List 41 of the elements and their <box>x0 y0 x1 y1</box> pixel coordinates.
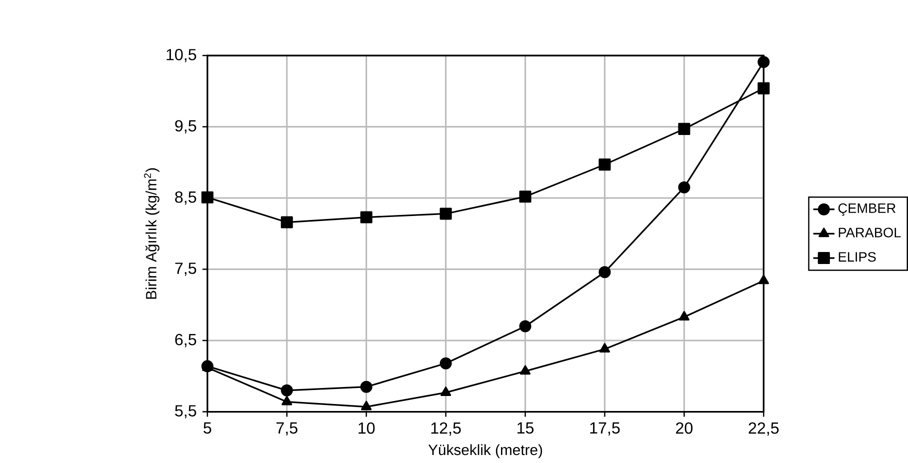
point <box>599 342 610 352</box>
legend-label: ELIPS <box>838 252 876 262</box>
point <box>598 266 611 278</box>
x-tick-label: 7,5 <box>276 422 298 436</box>
x-tick-label: 22,5 <box>748 422 779 436</box>
point <box>519 190 532 202</box>
x-tick-label: 10 <box>358 422 375 434</box>
legend-label: ÇEMBER <box>838 203 896 216</box>
point <box>440 207 452 220</box>
point <box>598 158 611 170</box>
x-tick-label: 17,5 <box>590 422 620 436</box>
y-tick-label: 7,5 <box>175 262 196 276</box>
point <box>361 400 372 410</box>
point <box>440 386 452 396</box>
y-tick-label: 10,5 <box>166 48 196 62</box>
point <box>678 122 690 135</box>
y-axis-title: Birim Ağırlık (kg/m$^{2}$) <box>144 168 160 299</box>
point <box>678 310 690 320</box>
y-tick-label: 8,5 <box>175 191 196 204</box>
point <box>280 216 293 228</box>
point <box>280 384 293 396</box>
x-axis-title: Yükseklik (metre) <box>428 444 542 458</box>
y-tick-label: 6,5 <box>175 334 196 347</box>
y-tick-label: 9,5 <box>175 120 196 134</box>
point <box>201 191 214 204</box>
point <box>360 380 372 393</box>
point <box>520 364 531 374</box>
y-tick-label: 5,5 <box>175 405 196 418</box>
legend-label: PARABOL <box>838 228 901 238</box>
point <box>758 56 770 68</box>
point <box>758 274 769 284</box>
point <box>758 82 770 94</box>
point <box>519 320 532 332</box>
x-tick-label: 15 <box>518 422 534 434</box>
x-tick-label: 5 <box>204 422 212 434</box>
point <box>282 396 292 406</box>
x-tick-label: 20 <box>676 422 693 434</box>
x-tick-label: 12,5 <box>431 422 461 436</box>
point <box>360 211 372 224</box>
point <box>440 357 452 370</box>
point <box>678 181 690 194</box>
